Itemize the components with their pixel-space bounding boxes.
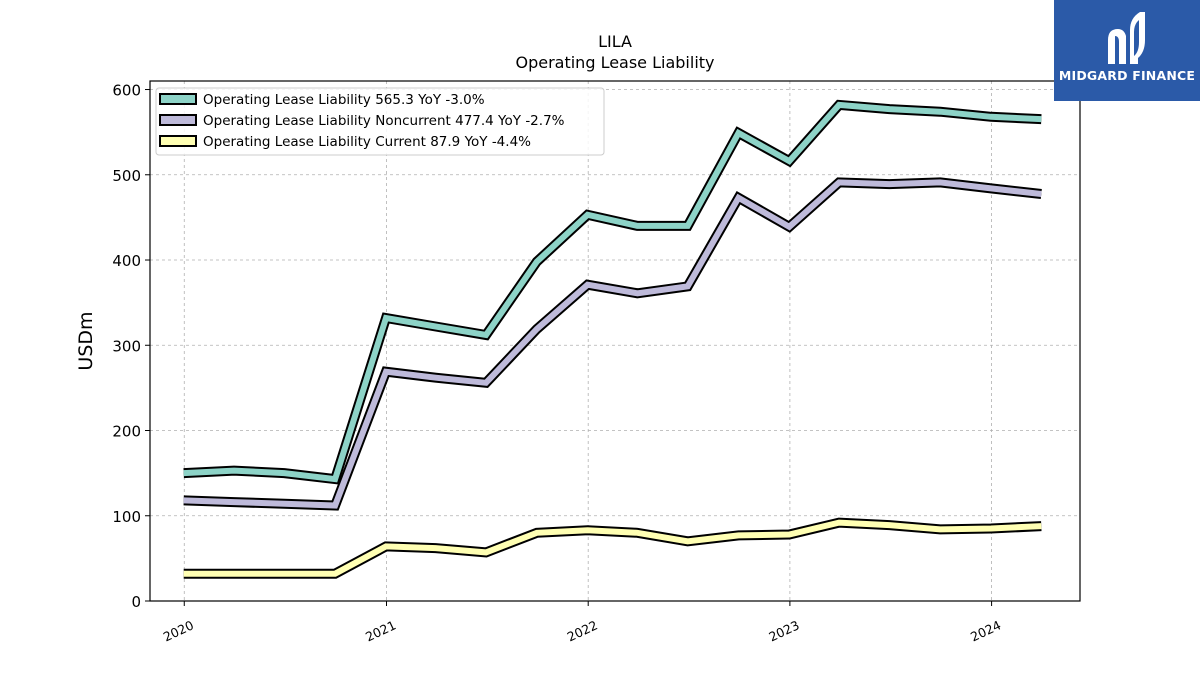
series-lines [183,99,1042,579]
gridlines [150,81,1080,602]
series-line [183,101,1042,483]
plot-frame [149,80,1081,602]
axes: 0 100 200 300 400 500 600 2020 2021 2022 2023 2024 [112,82,1003,645]
y-tick-label: 100 [112,508,141,526]
y-tick-label: 300 [112,337,141,355]
x-tick-label: 2022 [565,617,600,644]
legend-swatch [159,93,197,105]
x-tick-label: 2023 [766,617,801,644]
y-axis-label: USDm [75,311,97,370]
legend-frame [155,87,605,156]
legend-item: Operating Lease Liability Current 87.9 Y… [159,134,531,150]
series-line [183,179,1042,509]
x-tick-label: 2020 [161,617,196,644]
y-tick-label: 0 [131,593,141,611]
midgard-logo-icon [1108,12,1145,64]
series-line-3 [183,517,1042,579]
series-line-2 [183,177,1042,511]
legend-swatch [159,114,197,126]
y-tick-label: 600 [112,82,141,100]
series-line [183,519,1042,577]
legend: Operating Lease Liability 565.3 YoY -3.0… [155,87,605,156]
legend-item: Operating Lease Liability 565.3 YoY -3.0… [159,92,485,108]
chart-subtitle: Operating Lease Liability [515,53,714,72]
series-line-1 [183,99,1042,485]
y-tick-label: 200 [112,423,141,441]
legend-item: Operating Lease Liability Noncurrent 477… [159,113,565,129]
legend-label: Operating Lease Liability Current 87.9 Y… [203,134,531,150]
x-tick-label: 2021 [363,617,398,644]
x-tick-label: 2024 [968,617,1003,644]
y-tick-label: 500 [112,167,141,185]
legend-label: Operating Lease Liability 565.3 YoY -3.0… [203,92,485,108]
series-outline [183,177,1042,511]
midgard-finance-logo: MIDGARD FINANCE [1054,0,1200,101]
chart-title: LILA [598,32,632,51]
brand-name: MIDGARD FINANCE [1058,68,1196,83]
y-tick-label: 400 [112,252,141,270]
legend-label: Operating Lease Liability Noncurrent 477… [203,113,565,129]
legend-swatch [159,135,197,147]
